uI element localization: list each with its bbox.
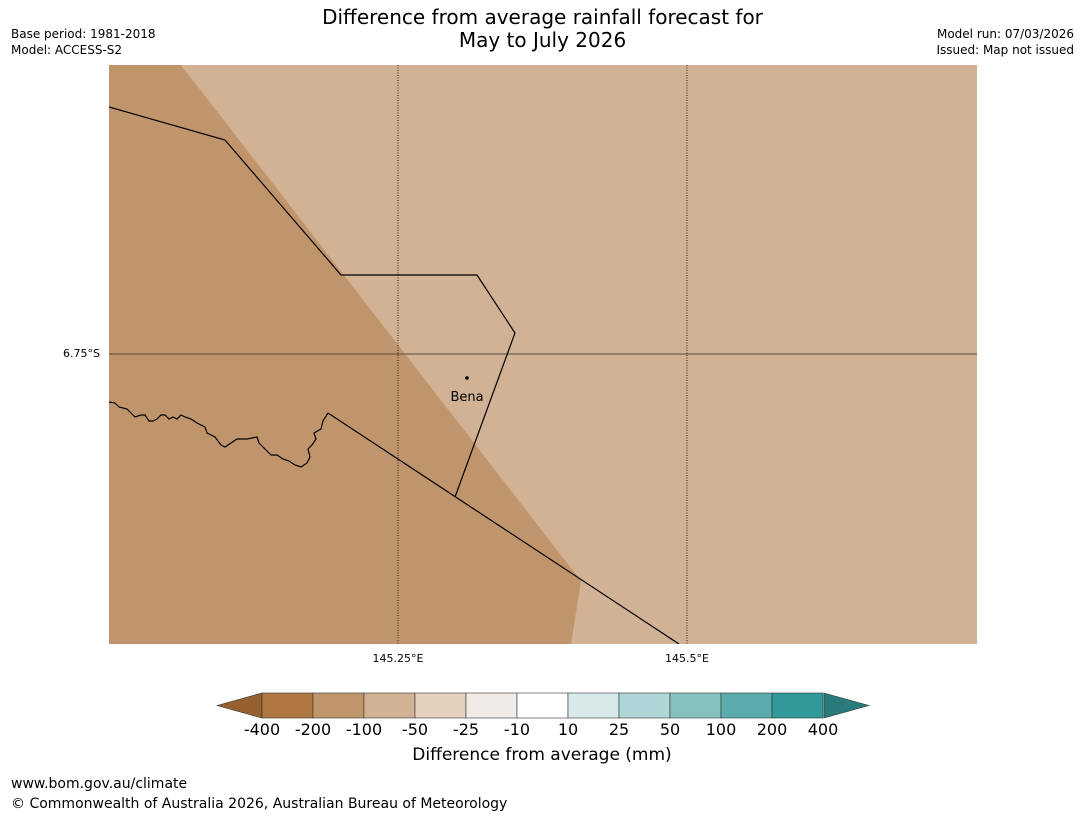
province-boundary-north bbox=[109, 106, 516, 498]
colorbar-tick-label: 100 bbox=[705, 720, 737, 739]
model-name: Model: ACCESS-S2 bbox=[11, 43, 123, 57]
colorbar-tick-label: 10 bbox=[557, 720, 579, 739]
colorbar-cell bbox=[516, 692, 569, 719]
colorbar-cell bbox=[771, 692, 824, 719]
colorbar-cell bbox=[618, 692, 671, 719]
longitude-label-145-25: 145.25°E bbox=[372, 652, 424, 665]
footer-copyright: © Commonwealth of Australia 2026, Austra… bbox=[11, 796, 508, 812]
town-marker bbox=[465, 376, 469, 380]
title-line-2: May to July 2026 bbox=[458, 28, 627, 52]
colorbar-tick-label: -100 bbox=[345, 720, 383, 739]
colorbar-cell bbox=[363, 692, 416, 719]
latitude-label: 6.75°S bbox=[63, 347, 100, 360]
forecast-metadata-right: Model run: 07/03/2026 Issued: Map not is… bbox=[936, 26, 1074, 58]
colorbar-tick-label: -25 bbox=[452, 720, 480, 739]
colorbar-tick-label: -200 bbox=[294, 720, 332, 739]
colorbar-tick-label: 50 bbox=[659, 720, 681, 739]
coastline bbox=[109, 401, 329, 468]
colorbar-tick-label: 400 bbox=[807, 720, 839, 739]
colorbar-cell bbox=[465, 692, 518, 719]
colorbar-tick-label: -50 bbox=[401, 720, 429, 739]
colorbar-cell bbox=[669, 692, 722, 719]
colorbar-cell bbox=[720, 692, 773, 719]
title-line-1: Difference from average rainfall forecas… bbox=[322, 5, 763, 29]
longitude-label-145-5: 145.5°E bbox=[665, 652, 709, 665]
colorbar-label: Difference from average (mm) bbox=[412, 745, 672, 765]
colorbar-tick-label: -10 bbox=[503, 720, 531, 739]
issued-status: Issued: Map not issued bbox=[936, 43, 1074, 57]
colorbar-cell bbox=[567, 692, 620, 719]
model-run: Model run: 07/03/2026 bbox=[936, 27, 1074, 41]
colorbar-tick-label: 200 bbox=[756, 720, 788, 739]
footer-url: www.bom.gov.au/climate bbox=[11, 776, 188, 792]
town-label: Bena bbox=[450, 390, 483, 405]
base-period: Base period: 1981-2018 bbox=[11, 27, 156, 41]
province-boundary-south bbox=[327, 412, 680, 644]
colorbar-cell bbox=[261, 692, 314, 719]
colorbar-cell bbox=[414, 692, 467, 719]
colorbar-extend-low bbox=[215, 692, 263, 719]
colorbar-tick-label: -400 bbox=[243, 720, 281, 739]
colorbar-cell bbox=[312, 692, 365, 719]
forecast-metadata-left: Base period: 1981-2018 Model: ACCESS-S2 bbox=[11, 26, 156, 58]
rainfall-map: Bena bbox=[109, 65, 977, 644]
map-title: Difference from average rainfall forecas… bbox=[0, 6, 1085, 52]
colorbar-tick-label: 25 bbox=[608, 720, 630, 739]
colorbar-extend-high bbox=[823, 692, 871, 719]
